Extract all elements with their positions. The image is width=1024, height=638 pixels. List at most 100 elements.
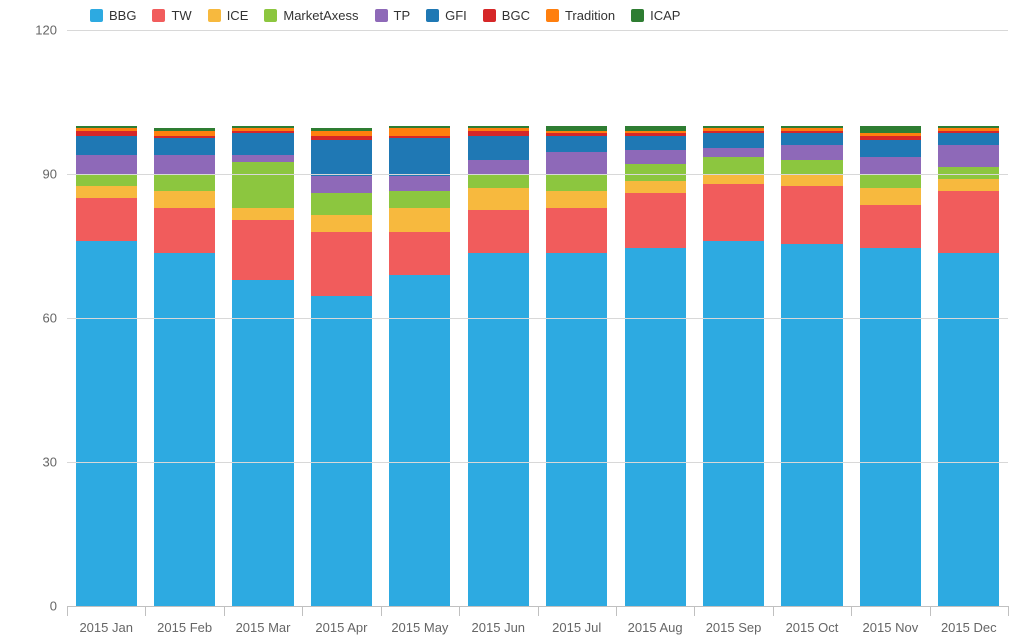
bar-segment[interactable] (625, 150, 686, 164)
bar-segment[interactable] (781, 145, 842, 159)
bar-segment[interactable] (468, 136, 529, 160)
bar-segment[interactable] (938, 191, 999, 253)
bar-segment[interactable] (703, 241, 764, 606)
bar-segment[interactable] (546, 152, 607, 174)
bar-segment[interactable] (154, 174, 215, 191)
bar-segment[interactable] (76, 174, 137, 186)
bar-segment[interactable] (781, 133, 842, 145)
bar-segment[interactable] (703, 126, 764, 128)
bar-segment[interactable] (311, 232, 372, 297)
bar-segment[interactable] (860, 205, 921, 248)
bar-segment[interactable] (389, 128, 450, 135)
bar-segment[interactable] (938, 131, 999, 133)
bar-segment[interactable] (938, 179, 999, 191)
bar-segment[interactable] (546, 133, 607, 135)
bar-segment[interactable] (860, 133, 921, 135)
bar-segment[interactable] (860, 136, 921, 141)
bar-segment[interactable] (468, 188, 529, 210)
legend-item[interactable]: BGC (483, 6, 530, 24)
bar-segment[interactable] (76, 155, 137, 174)
bar-segment[interactable] (781, 174, 842, 186)
bar-segment[interactable] (703, 174, 764, 184)
bar-segment[interactable] (546, 136, 607, 153)
bar-segment[interactable] (703, 133, 764, 147)
bar-segment[interactable] (389, 138, 450, 176)
bar-segment[interactable] (389, 136, 450, 138)
legend-item[interactable]: TW (152, 6, 191, 24)
bar-segment[interactable] (389, 126, 450, 128)
bar-segment[interactable] (76, 241, 137, 606)
bar-segment[interactable] (154, 136, 215, 138)
bar-segment[interactable] (468, 160, 529, 174)
bar-segment[interactable] (625, 248, 686, 606)
bar-segment[interactable] (625, 136, 686, 150)
bar-segment[interactable] (546, 131, 607, 133)
bar-segment[interactable] (625, 193, 686, 248)
bar-segment[interactable] (389, 176, 450, 190)
bar-segment[interactable] (625, 181, 686, 193)
bar-segment[interactable] (860, 248, 921, 606)
bar-segment[interactable] (938, 253, 999, 606)
bar-segment[interactable] (389, 208, 450, 232)
legend-item[interactable]: Tradition (546, 6, 615, 24)
bar-segment[interactable] (625, 164, 686, 181)
bar-segment[interactable] (76, 136, 137, 155)
bar-segment[interactable] (468, 126, 529, 128)
bar-segment[interactable] (938, 145, 999, 167)
bar-segment[interactable] (781, 160, 842, 174)
bar-segment[interactable] (860, 140, 921, 157)
legend-item[interactable]: TP (375, 6, 411, 24)
bar-segment[interactable] (154, 191, 215, 208)
bar-segment[interactable] (938, 128, 999, 130)
bar-segment[interactable] (232, 155, 293, 162)
bar-segment[interactable] (625, 133, 686, 135)
bar-segment[interactable] (232, 133, 293, 155)
bar-segment[interactable] (154, 131, 215, 136)
bar-segment[interactable] (468, 210, 529, 253)
legend-item[interactable]: GFI (426, 6, 467, 24)
bar-segment[interactable] (311, 215, 372, 232)
bar-segment[interactable] (76, 128, 137, 130)
bar-segment[interactable] (311, 128, 372, 130)
bar-segment[interactable] (625, 131, 686, 133)
bar-segment[interactable] (76, 131, 137, 136)
bar-segment[interactable] (232, 131, 293, 133)
bar-segment[interactable] (546, 253, 607, 606)
legend-item[interactable]: BBG (90, 6, 136, 24)
bar-segment[interactable] (468, 128, 529, 130)
bar-segment[interactable] (860, 126, 921, 133)
bar-segment[interactable] (938, 133, 999, 145)
bar-segment[interactable] (546, 126, 607, 131)
bar-segment[interactable] (860, 174, 921, 188)
bar-segment[interactable] (703, 131, 764, 133)
bar-segment[interactable] (311, 136, 372, 141)
bar-segment[interactable] (232, 280, 293, 606)
bar-segment[interactable] (938, 167, 999, 179)
bar-segment[interactable] (546, 174, 607, 191)
legend-item[interactable]: MarketAxess (264, 6, 358, 24)
bar-segment[interactable] (781, 244, 842, 606)
bar-segment[interactable] (76, 186, 137, 198)
bar-segment[interactable] (154, 208, 215, 254)
bar-segment[interactable] (389, 191, 450, 208)
bar-segment[interactable] (232, 128, 293, 130)
bar-segment[interactable] (703, 128, 764, 130)
bar-segment[interactable] (860, 157, 921, 174)
bar-segment[interactable] (311, 296, 372, 606)
bar-segment[interactable] (938, 126, 999, 128)
bar-segment[interactable] (468, 174, 529, 188)
bar-segment[interactable] (232, 126, 293, 128)
bar-segment[interactable] (232, 220, 293, 280)
bar-segment[interactable] (311, 131, 372, 136)
bar-segment[interactable] (154, 138, 215, 155)
bar-segment[interactable] (389, 232, 450, 275)
bar-segment[interactable] (154, 155, 215, 174)
bar-segment[interactable] (468, 131, 529, 136)
bar-segment[interactable] (781, 128, 842, 130)
bar-segment[interactable] (546, 208, 607, 254)
bar-segment[interactable] (154, 128, 215, 130)
bar-segment[interactable] (625, 126, 686, 131)
bar-segment[interactable] (703, 184, 764, 242)
bar-segment[interactable] (311, 140, 372, 176)
bar-segment[interactable] (781, 126, 842, 128)
